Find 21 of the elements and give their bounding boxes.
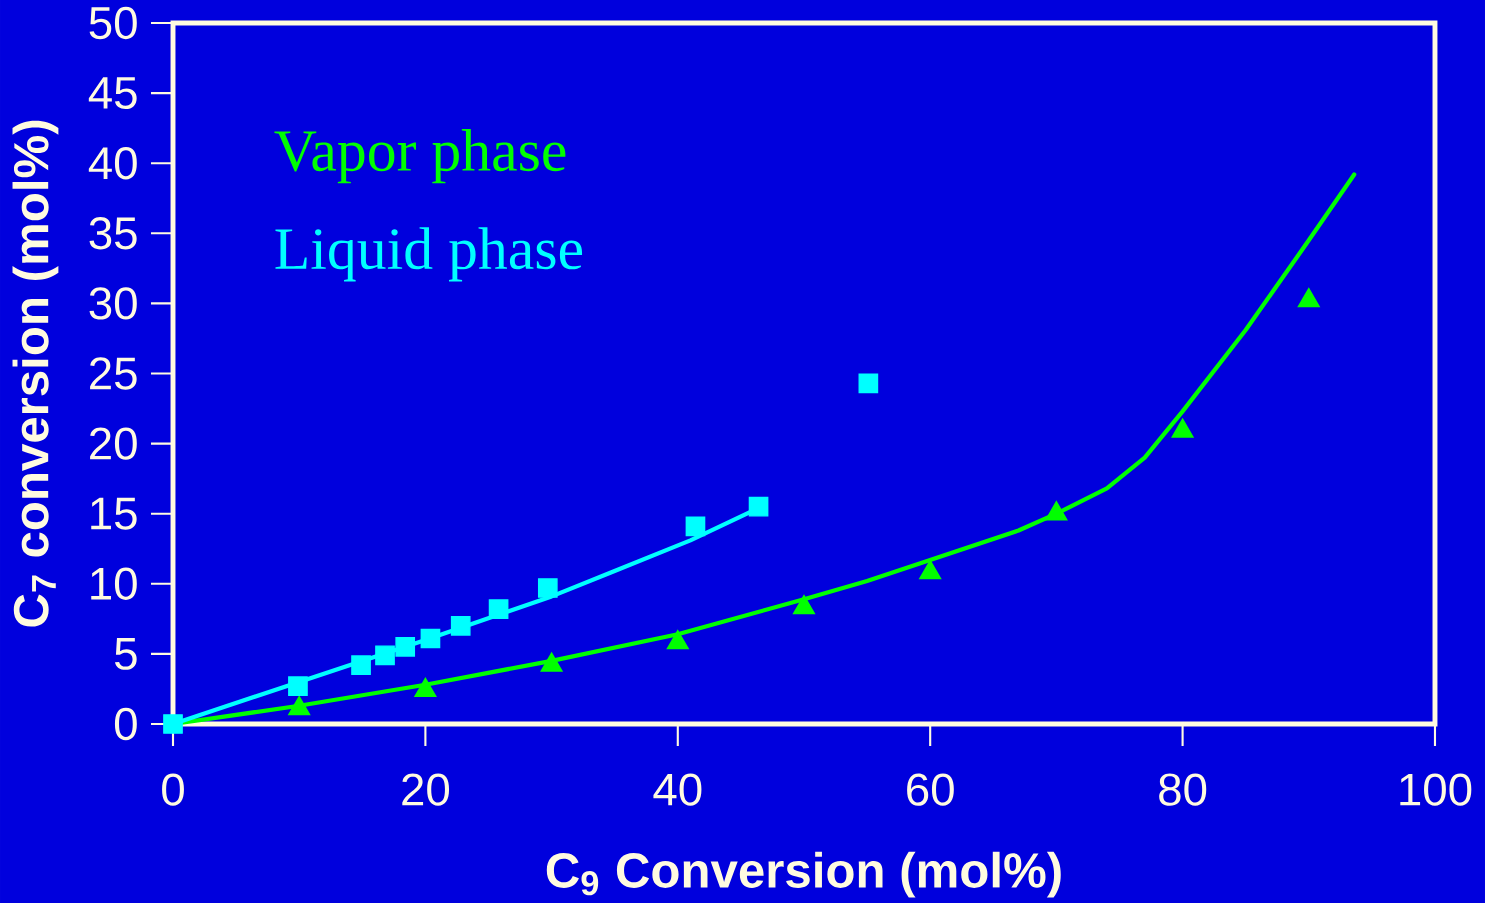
y-tick-label: 10 [91,567,137,600]
x-axis-title: C$_{9}$ Conversion (mol%) [546,851,1061,898]
y-tick-label: 15 [91,497,137,530]
y-tick-label: 50 [89,6,137,40]
x-tick-label: 80 [1159,773,1207,806]
x-tick-label: 100 [1400,773,1472,806]
y-tick-label: 35 [89,217,137,250]
x-tick-label: 20 [402,773,450,806]
x-tick-label: 0 [162,773,184,806]
y-tick-label: 30 [89,287,137,320]
y-tick-label: 20 [90,427,137,460]
text: Liquid phase [275,227,583,282]
y-tick-label: 0 [114,707,137,741]
text: Vapor phase [274,129,566,184]
y-tick-label: 5 [115,637,137,670]
y-tick-label: 40 [88,147,137,180]
y-axis-title: C$_{7}$ conversion (mol%) [12,120,59,627]
y-tick-label: 25 [90,357,137,390]
y-tick-label: 45 [88,77,137,110]
x-tick-label: 40 [653,773,702,806]
x-tick-label: 60 [907,773,954,806]
